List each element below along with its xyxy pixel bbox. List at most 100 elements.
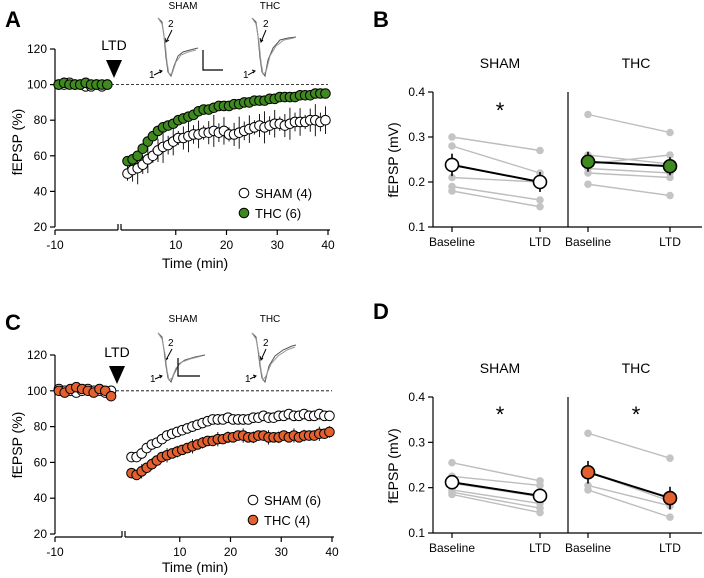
x-tick-label: 30 (271, 238, 285, 252)
panel-a-trace-marker-2b: 2 (263, 19, 269, 30)
individual-point (536, 146, 544, 155)
panel-d-axes: 0.1 0.2 0.3 0.4 Baseline LTD Baseline LTD (408, 390, 702, 555)
baseline-point (102, 79, 113, 90)
panel-c-event-arrow (109, 366, 125, 384)
individual-line (587, 172, 671, 179)
individual-point (666, 191, 674, 200)
individual-point (666, 128, 674, 137)
individual-line (451, 489, 541, 505)
individual-line (587, 183, 671, 197)
y-tick-label: 0.4 (408, 85, 425, 99)
x-tick-label: Baseline (429, 541, 475, 555)
y-tick-label: 0.2 (408, 481, 425, 495)
individual-point (448, 490, 456, 499)
mean-line (451, 163, 541, 183)
y-tick-label: 0.3 (408, 130, 425, 144)
individual-line (451, 491, 541, 509)
panel-d-ylabel: fEPSP (mV) (385, 428, 401, 503)
individual-point (448, 173, 456, 182)
baseline-point (105, 390, 117, 402)
individual-point (536, 481, 544, 490)
panel-d-group-sham: SHAM (480, 360, 520, 376)
panel-c-trace-marker-1b: 1 (245, 374, 251, 385)
individual-line (451, 190, 541, 208)
data-point (324, 426, 335, 438)
individual-point (584, 429, 592, 438)
legend-label-thc: THC (6) (255, 206, 301, 221)
panel-b-marks (444, 110, 678, 211)
individual-point (666, 454, 674, 463)
panel-letter-d: D (373, 299, 389, 324)
legend-marker-sham (247, 494, 259, 506)
data-point (324, 410, 335, 422)
panel-c-trace-label-thc: THC (260, 314, 281, 325)
x-tick-label: Baseline (429, 235, 475, 249)
panel-c-scale-bar (177, 358, 200, 377)
panel-b-sig-sham: * (496, 98, 505, 123)
mean-point (580, 154, 596, 170)
legend-label-sham: SHAM (4) (255, 186, 312, 201)
y-tick-label: 0.4 (408, 390, 425, 404)
mean-point (580, 464, 596, 480)
panel-c-trace-thc: THC 2 1 (245, 314, 297, 385)
panel-c-trace-sham: SHAM 2 1 (150, 314, 206, 385)
panel-c-marks (53, 381, 335, 481)
individual-point (448, 187, 456, 195)
x-tick-label: 40 (321, 238, 335, 252)
individual-point (584, 486, 592, 494)
individual-line (451, 136, 541, 152)
y-tick-label: 60 (34, 149, 48, 163)
mean-line (587, 471, 671, 500)
individual-line (451, 475, 541, 487)
individual-point (666, 173, 674, 182)
panel-d-paired: fEPSP (mV) SHAM THC * * 0.1 0.2 0.3 0.4 Base… (385, 360, 702, 555)
panel-c-trace-marker-1: 1 (150, 374, 156, 385)
panel-a-scale-bar (202, 50, 223, 71)
panel-a-trace-thc: THC 2 1 (243, 1, 297, 81)
y-tick-label: 20 (34, 220, 48, 234)
panel-a-legend: SHAM (4) THC (6) (238, 186, 312, 221)
panel-d-marks (444, 429, 678, 521)
y-tick-label: 40 (34, 491, 48, 505)
mean-line (587, 160, 671, 168)
panel-b-paired: fEPSP (mV) SHAM THC * 0.1 0.2 0.3 0.4 Baseli… (385, 55, 702, 249)
x-tick-label: -10 (46, 545, 64, 559)
panel-d-group-thc: THC (622, 360, 651, 376)
mean-point (444, 157, 460, 173)
mean-line (451, 481, 541, 497)
x-tick-label: LTD (529, 541, 551, 555)
x-tick-label: LTD (659, 541, 681, 555)
panel-d-sig-sham: * (496, 402, 505, 427)
data-point (320, 114, 331, 126)
individual-line (451, 145, 541, 174)
individual-point (536, 196, 544, 204)
panel-b-ylabel: fEPSP (mV) (385, 122, 401, 197)
panel-a-axes: 20 40 60 80 100 120 -10 10 20 30 40 (27, 42, 335, 252)
y-tick-label: 100 (27, 78, 47, 92)
individual-point (584, 110, 592, 119)
panel-b-axes: 0.1 0.2 0.3 0.4 Baseline LTD Baseline LTD (408, 85, 702, 249)
individual-line (451, 185, 541, 201)
panel-a-ylabel: fEPSP (%) (9, 109, 25, 176)
panel-b-group-sham: SHAM (480, 55, 520, 71)
y-tick-label: 100 (27, 384, 47, 398)
individual-line (587, 489, 671, 518)
panel-a-xlabel: Time (min) (162, 255, 228, 271)
y-tick-label: 0.1 (408, 220, 425, 234)
y-tick-label: 0.2 (408, 175, 425, 189)
x-tick-label: Baseline (565, 235, 611, 249)
x-tick-label: Baseline (565, 541, 611, 555)
panel-d-sig-thc: * (632, 402, 641, 427)
individual-point (448, 133, 456, 141)
y-tick-label: 40 (34, 184, 48, 198)
panel-a-trace-label-thc: THC (260, 1, 281, 12)
individual-line (587, 432, 671, 459)
legend-label-sham: SHAM (6) (264, 493, 321, 508)
mean-point (662, 158, 678, 174)
panel-a-event-arrow (106, 60, 122, 78)
panel-a-trace-marker-1: 1 (149, 70, 155, 81)
x-tick-label: 30 (275, 545, 289, 559)
individual-line (451, 176, 541, 183)
panel-b-group-thc: THC (622, 55, 651, 71)
